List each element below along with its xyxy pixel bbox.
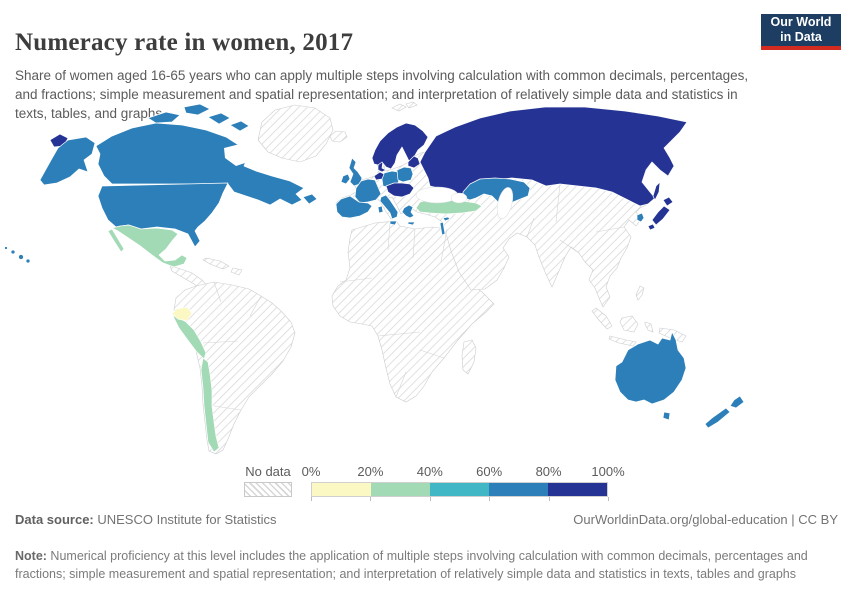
country-usa-alaska[interactable]: [39, 136, 96, 186]
legend-tick: 20%: [357, 464, 384, 479]
country-borders: [202, 169, 625, 411]
country-baltics[interactable]: [407, 155, 421, 169]
region-south-america: [173, 281, 296, 455]
legend-tick: 80%: [535, 464, 562, 479]
country-tasmania[interactable]: [662, 411, 671, 421]
data-source-label: Data source:: [15, 512, 94, 527]
no-data-label: No data: [245, 464, 291, 479]
country-mexico[interactable]: [111, 224, 188, 268]
legend-tick: 60%: [476, 464, 503, 479]
legend-segment-80-100[interactable]: [548, 483, 607, 496]
country-canada[interactable]: [95, 122, 305, 206]
country-scandinavia[interactable]: [371, 122, 429, 170]
data-source: Data source: UNESCO Institute for Statis…: [15, 512, 277, 527]
legend-tick-labels: 0% 20% 40% 60% 80% 100%: [302, 464, 625, 479]
hudson-bay: [224, 144, 252, 166]
footer-source-row: Data source: UNESCO Institute for Statis…: [15, 512, 838, 527]
country-greece[interactable]: [401, 204, 415, 219]
region-greenland: [257, 104, 334, 163]
country-poland[interactable]: [396, 166, 414, 183]
legend-segment-40-60[interactable]: [430, 483, 489, 496]
country-italy[interactable]: [379, 194, 399, 220]
country-usa[interactable]: [97, 182, 229, 248]
legend-tick: 40%: [416, 464, 443, 479]
country-netherlands-belgium[interactable]: [373, 171, 385, 181]
owid-logo[interactable]: Our World in Data: [761, 14, 841, 50]
page-title: Numeracy rate in women, 2017: [15, 28, 354, 56]
legend-segment-20-40[interactable]: [371, 483, 430, 496]
country-japan[interactable]: [662, 196, 674, 207]
legend-segment-0-20[interactable]: [312, 483, 371, 496]
legend-ticks: [311, 497, 609, 502]
country-cyprus[interactable]: [442, 216, 451, 222]
country-ecuador[interactable]: [171, 306, 193, 322]
note-label: Note:: [15, 548, 47, 563]
data-source-text: UNESCO Institute for Statistics: [93, 512, 277, 527]
owid-logo-line2: in Data: [780, 30, 822, 44]
legend-tick: 100%: [591, 464, 625, 479]
no-data-swatch[interactable]: [244, 482, 292, 497]
country-australia[interactable]: [614, 331, 687, 405]
note-text: Numerical proficiency at this level incl…: [15, 548, 808, 581]
footer-note: Note: Numerical proficiency at this leve…: [15, 547, 835, 583]
country-france[interactable]: [354, 178, 382, 204]
country-chile[interactable]: [200, 357, 220, 453]
country-south-korea[interactable]: [636, 212, 645, 223]
country-central-europe[interactable]: [385, 182, 415, 198]
legend-segment-60-80[interactable]: [489, 483, 548, 496]
legend-color-bar: [311, 482, 608, 497]
country-israel[interactable]: [439, 221, 446, 236]
region-iceland: [329, 130, 348, 143]
world-map[interactable]: [0, 100, 850, 465]
country-spain-portugal[interactable]: [335, 195, 373, 219]
country-new-zealand[interactable]: [729, 395, 745, 409]
chart-subtitle: Share of women aged 16-65 years who can …: [15, 67, 749, 121]
credit-link[interactable]: OurWorldinData.org/global-education | CC…: [573, 512, 838, 527]
country-kazakhstan[interactable]: [462, 177, 531, 205]
legend-tick: 0%: [301, 464, 321, 479]
country-ireland[interactable]: [340, 173, 351, 185]
inland-seas: [415, 186, 514, 219]
owid-logo-line1: Our World: [770, 14, 832, 29]
country-usa-hawaii[interactable]: [4, 246, 8, 250]
